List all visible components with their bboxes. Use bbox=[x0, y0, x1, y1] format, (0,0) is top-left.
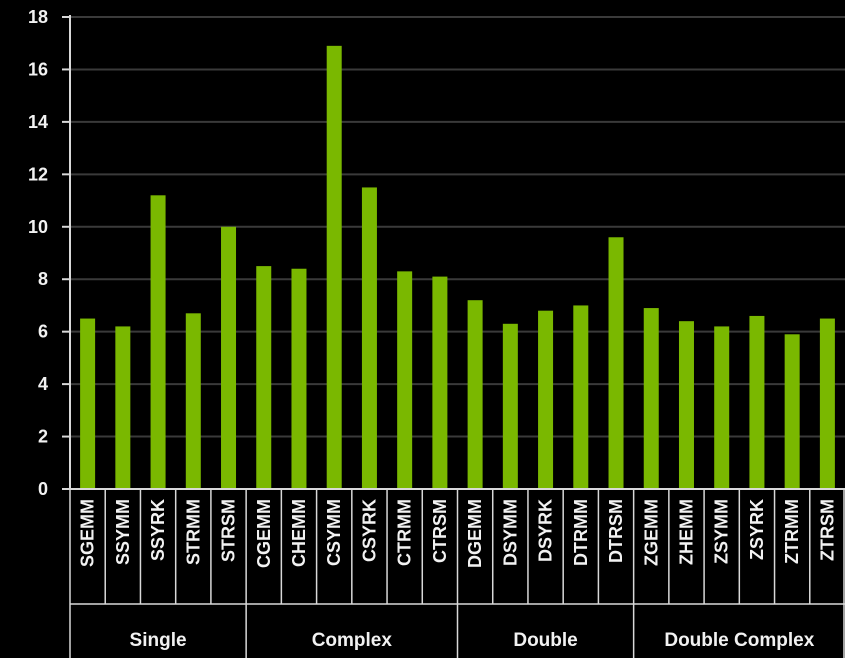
category-label: DSYMM bbox=[500, 499, 520, 566]
bar-sgemm bbox=[80, 318, 96, 489]
bar-csymm bbox=[326, 45, 342, 489]
axes bbox=[62, 15, 845, 658]
bar-dtrmm bbox=[573, 305, 589, 489]
y-tick-labels: 0 2 4 6 8 10 12 14 16 18 bbox=[28, 7, 48, 499]
bar-ztrmm bbox=[784, 334, 800, 489]
y-tick-label: 8 bbox=[38, 269, 48, 289]
category-label: ZHEMM bbox=[676, 499, 696, 565]
category-label: CHEMM bbox=[289, 499, 309, 567]
bar-zsymm bbox=[714, 326, 730, 489]
group-label: Double bbox=[513, 630, 577, 651]
group-labels: Single Complex Double Double Complex bbox=[130, 630, 815, 651]
group-label: Complex bbox=[312, 630, 393, 651]
bar-cgemm bbox=[256, 266, 272, 489]
category-label: CSYRK bbox=[359, 499, 379, 562]
y-tick-label: 16 bbox=[28, 59, 48, 79]
bar-ctrmm bbox=[397, 271, 413, 489]
category-label: DTRSM bbox=[606, 499, 626, 563]
category-label: ZTRMM bbox=[782, 499, 802, 564]
bar-ssyrk bbox=[150, 195, 166, 490]
y-tick-label: 0 bbox=[38, 479, 48, 499]
y-tick-label: 6 bbox=[38, 322, 48, 342]
category-label: CSYMM bbox=[324, 499, 344, 566]
y-tick-label: 10 bbox=[28, 217, 48, 237]
bar-strmm bbox=[185, 313, 201, 489]
bar-zsyrk bbox=[749, 315, 765, 489]
group-label: Double Complex bbox=[664, 630, 814, 651]
category-label: ZSYRK bbox=[747, 499, 767, 560]
y-tick-label: 2 bbox=[38, 427, 48, 447]
y-tick-label: 18 bbox=[28, 7, 48, 27]
category-label: DGEMM bbox=[465, 499, 485, 568]
bar-strsm bbox=[221, 226, 237, 489]
bar-ctrsm bbox=[432, 276, 448, 489]
bar-zhemm bbox=[678, 321, 694, 489]
bar-dsymm bbox=[502, 323, 518, 489]
bar-dtrsm bbox=[608, 237, 624, 489]
bar-dgemm bbox=[467, 300, 483, 489]
category-label: CGEMM bbox=[254, 499, 274, 568]
category-label: CTRSM bbox=[430, 499, 450, 563]
category-label: SSYRK bbox=[148, 499, 168, 561]
category-labels: SGEMM SSYMM SSYRK STRMM STRSM CGEMM CHEMM CSYMM… bbox=[78, 499, 838, 568]
bars bbox=[80, 45, 835, 490]
category-label: SSYMM bbox=[113, 499, 133, 565]
category-label: ZTRSM bbox=[817, 499, 837, 561]
y-tick-label: 12 bbox=[28, 164, 48, 184]
category-label: STRMM bbox=[183, 499, 203, 565]
bar-csyrk bbox=[361, 187, 377, 489]
y-tick-label: 14 bbox=[28, 112, 48, 132]
y-tick-label: 4 bbox=[38, 374, 48, 394]
bar-chemm bbox=[291, 268, 307, 489]
group-label: Single bbox=[130, 630, 187, 651]
category-label: CTRMM bbox=[395, 499, 415, 566]
bar-dsyrk bbox=[538, 310, 554, 489]
category-label: STRSM bbox=[219, 499, 239, 562]
bar-zgemm bbox=[643, 308, 659, 489]
bar-ztrsm bbox=[819, 318, 835, 489]
category-label: ZSYMM bbox=[712, 499, 732, 564]
category-label: SGEMM bbox=[78, 499, 98, 567]
category-label: DSYRK bbox=[536, 499, 556, 562]
category-label: DTRMM bbox=[571, 499, 591, 566]
bar-ssymm bbox=[115, 326, 131, 489]
category-label: ZGEMM bbox=[641, 499, 661, 566]
